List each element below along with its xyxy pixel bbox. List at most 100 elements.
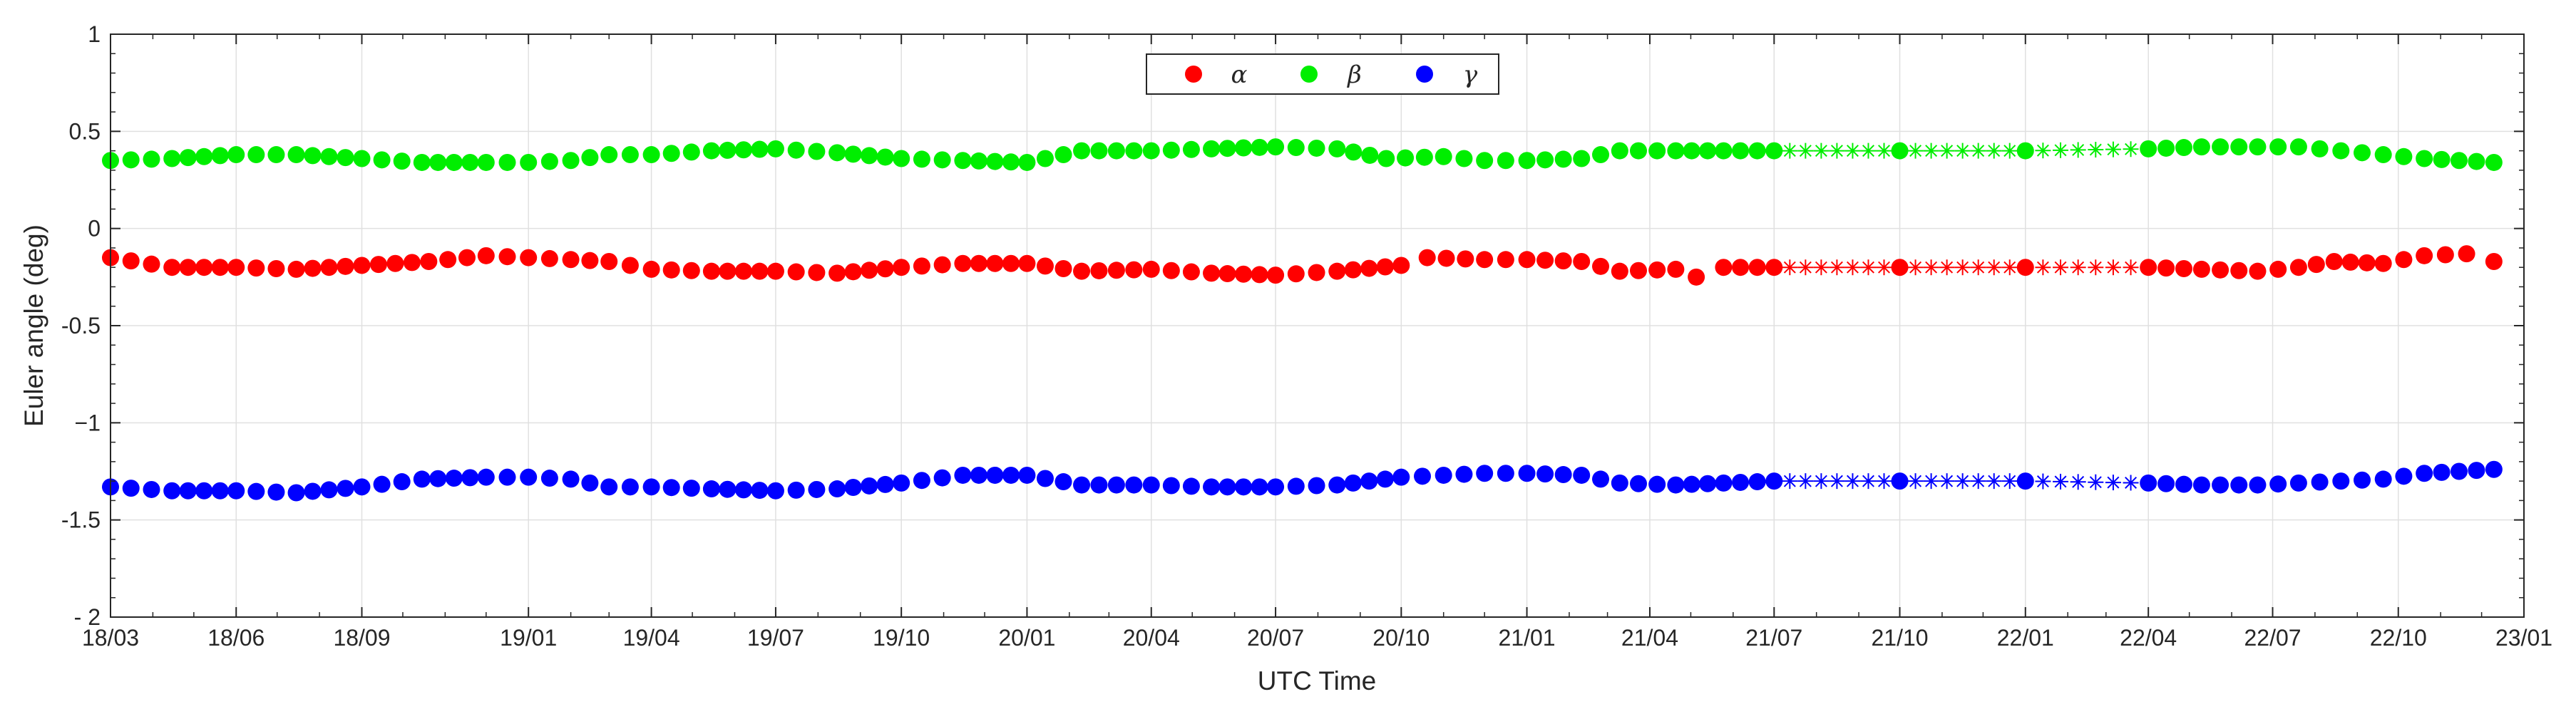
data-point	[2212, 476, 2229, 494]
gap-asterisk-marker	[1941, 145, 1954, 157]
data-point	[1476, 465, 1494, 482]
data-point	[1476, 152, 1494, 170]
data-point	[828, 144, 846, 162]
data-point	[766, 482, 784, 500]
y-tick-label: 1	[88, 21, 101, 47]
data-point	[642, 146, 660, 164]
data-point	[2192, 260, 2210, 278]
gap-asterisk-marker	[1972, 145, 1985, 157]
data-point	[179, 149, 197, 167]
x-tick-label: 19/01	[500, 625, 557, 651]
data-point	[413, 470, 431, 488]
data-point	[420, 253, 438, 271]
data-point	[621, 257, 639, 274]
data-point	[1251, 138, 1268, 156]
data-point	[1376, 258, 1394, 276]
data-point	[1630, 475, 1648, 492]
data-point	[1073, 142, 1091, 160]
data-point	[1107, 476, 1125, 494]
data-point	[844, 263, 862, 281]
data-point	[933, 256, 951, 274]
data-point	[1142, 260, 1160, 278]
data-point	[2485, 460, 2503, 478]
data-point	[2374, 470, 2392, 488]
data-point	[1497, 465, 1514, 482]
data-point	[1018, 153, 1036, 171]
data-point	[393, 152, 411, 170]
data-point	[2269, 475, 2287, 493]
data-point	[1361, 146, 1379, 164]
data-point	[1036, 257, 1054, 275]
data-point	[787, 263, 805, 281]
data-point	[621, 478, 639, 496]
data-point	[876, 260, 894, 278]
gap-asterisk-marker	[1862, 475, 1874, 487]
data-point	[1344, 261, 1362, 279]
data-point	[751, 140, 769, 158]
data-point	[1476, 251, 1494, 269]
data-point	[287, 484, 305, 502]
data-point	[287, 146, 305, 164]
data-point	[2157, 139, 2175, 157]
data-point	[642, 478, 660, 496]
data-point	[2230, 138, 2248, 156]
data-point	[751, 262, 769, 280]
data-point	[1235, 265, 1253, 283]
data-point	[1732, 473, 1750, 491]
data-point	[247, 259, 265, 277]
data-point	[702, 480, 720, 498]
data-point	[1218, 140, 1236, 157]
x-axis-label: UTC Time	[1258, 666, 1377, 695]
gap-asterisk-marker	[2125, 261, 2138, 274]
data-point	[933, 151, 951, 169]
gap-asterisk-marker	[1799, 145, 1812, 157]
data-point	[1748, 142, 1766, 160]
data-point	[662, 479, 680, 497]
gap-asterisk-marker	[1799, 475, 1812, 487]
x-tick-label: 22/07	[2244, 625, 2301, 651]
data-point	[600, 478, 618, 496]
gap-asterisk-marker	[2107, 143, 2120, 156]
data-point	[581, 149, 599, 167]
data-point	[2451, 152, 2468, 170]
data-point	[1328, 140, 1346, 157]
data-point	[2485, 153, 2503, 171]
data-point	[1328, 262, 1346, 280]
data-point	[1536, 252, 1554, 269]
data-point	[353, 478, 371, 496]
gap-asterisk-marker	[1909, 261, 1922, 274]
data-point	[808, 480, 826, 498]
data-point	[1376, 470, 1394, 488]
data-point	[1287, 265, 1305, 283]
x-tick-label: 19/07	[747, 625, 804, 651]
data-point	[2433, 463, 2451, 481]
x-tick-label: 20/10	[1372, 625, 1430, 651]
data-point	[2395, 148, 2413, 165]
data-point	[734, 262, 752, 280]
gap-asterisk-marker	[1909, 475, 1922, 487]
gap-asterisk-marker	[2054, 144, 2067, 157]
data-point	[458, 249, 476, 267]
data-point	[986, 254, 1004, 272]
y-tick-label: -1.5	[61, 507, 101, 533]
data-point	[1287, 477, 1305, 495]
data-point	[143, 255, 160, 273]
data-point	[1457, 250, 1474, 268]
x-tick-label: 23/01	[2495, 625, 2552, 651]
data-point	[2451, 462, 2468, 480]
data-point	[2395, 467, 2413, 485]
data-point	[1328, 476, 1346, 494]
data-point	[195, 482, 213, 500]
data-point	[1018, 466, 1036, 484]
data-point	[520, 153, 538, 171]
data-point	[1162, 262, 1180, 279]
data-point	[2374, 146, 2392, 164]
data-point	[2289, 259, 2307, 276]
data-point	[1344, 474, 1362, 492]
data-point	[1592, 470, 1610, 488]
data-point	[1090, 142, 1108, 160]
data-point	[1018, 254, 1036, 272]
data-point	[2325, 253, 2343, 271]
data-point	[1162, 141, 1180, 159]
data-point	[1455, 150, 1473, 167]
